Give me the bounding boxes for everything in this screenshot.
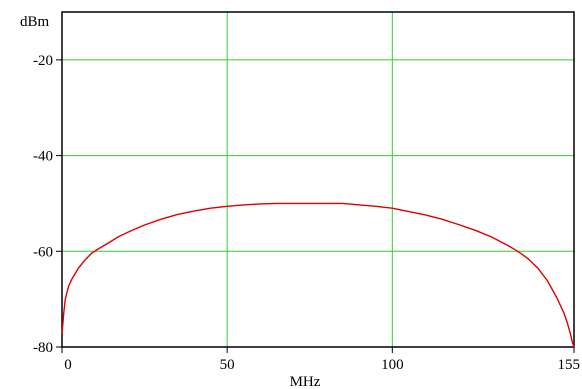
series-line: [61, 202, 575, 348]
x-axis-ticks: 0 50 100 155: [61, 347, 581, 373]
y-tick-label: -40: [33, 149, 53, 165]
grid-lines: [62, 12, 574, 347]
x-tick-label: 155: [558, 357, 581, 373]
y-tick-label: -80: [33, 340, 53, 356]
x-axis-label: MHz: [290, 374, 321, 389]
x-tick-label: 50: [220, 357, 235, 373]
x-tick-label: 0: [64, 357, 72, 373]
y-axis-label: dBm: [20, 14, 50, 30]
y-tick-label: -20: [33, 53, 53, 69]
x-tick-label: 100: [381, 357, 404, 373]
y-axis-ticks: -20 -40 -60 -80: [33, 53, 62, 356]
y-tick-label: -60: [33, 244, 53, 260]
plot-area-frame: [61, 11, 575, 348]
